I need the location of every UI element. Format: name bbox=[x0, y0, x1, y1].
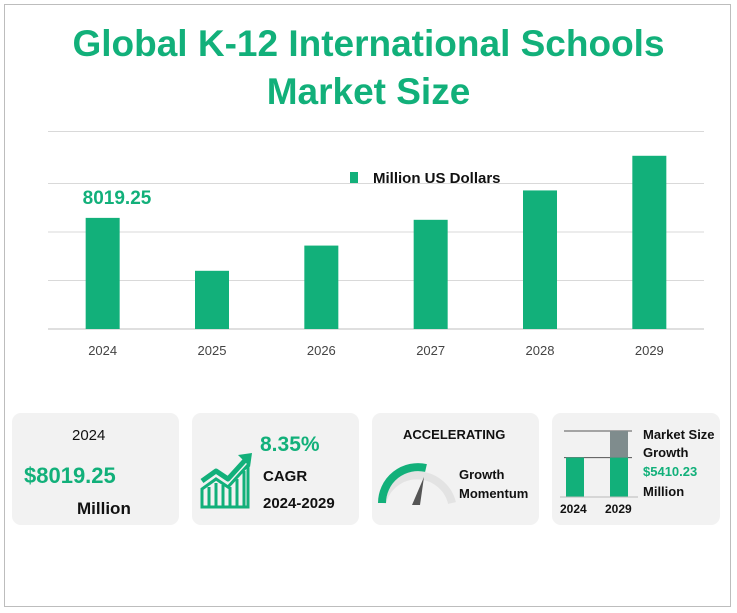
mini-bar-growth bbox=[610, 431, 628, 458]
mini-bar-end bbox=[610, 457, 628, 497]
growth-year-start: 2024 bbox=[560, 502, 587, 516]
base-year-card: 2024 $8019.25 Million bbox=[12, 413, 179, 525]
mini-growth-chart bbox=[560, 430, 638, 498]
growth-title-2: Growth bbox=[643, 445, 689, 460]
growth-unit: Million bbox=[643, 484, 685, 499]
mini-bar-start bbox=[566, 457, 584, 497]
x-tick-label-2026: 2026 bbox=[307, 343, 336, 358]
bar-2029 bbox=[632, 155, 667, 329]
x-tick-label-2028: 2028 bbox=[526, 343, 555, 358]
base-unit: Million bbox=[77, 499, 131, 518]
momentum-card: ACCELERATING Growth Momentum bbox=[372, 413, 539, 525]
page-title: Global K-12 International Schools Market… bbox=[0, 20, 737, 116]
growth-year-end: 2029 bbox=[605, 502, 632, 516]
bar-2024 bbox=[85, 217, 120, 329]
bar-chart: 2024 8019.25 2025 2026 2027 2028 2029 Million U… bbox=[48, 155, 704, 358]
growth-chart-icon bbox=[200, 453, 252, 509]
momentum-line-2: Momentum bbox=[459, 486, 529, 501]
base-year: 2024 bbox=[72, 427, 106, 444]
cagr-card: 8.35% CAGR 2024-2029 bbox=[192, 413, 359, 525]
growth-card: Market Size Growth $5410.23 Million 2024… bbox=[552, 413, 720, 525]
speedometer-icon bbox=[378, 463, 456, 505]
growth-title-1: Market Size bbox=[643, 427, 715, 442]
growth-value: $5410.23 bbox=[643, 464, 698, 479]
bar-2028 bbox=[523, 190, 557, 329]
x-tick-label-2024: 2024 bbox=[88, 343, 117, 358]
x-tick-label-2029: 2029 bbox=[635, 343, 664, 358]
data-label-2024: 8019.25 bbox=[83, 188, 152, 209]
momentum-status: ACCELERATING bbox=[403, 427, 506, 442]
base-value: $8019.25 bbox=[24, 463, 116, 488]
cagr-period: 2024-2029 bbox=[263, 495, 335, 512]
legend-swatch bbox=[350, 172, 358, 183]
momentum-line-1: Growth bbox=[459, 467, 505, 482]
bar-2027 bbox=[413, 219, 448, 329]
legend-label: Million US Dollars bbox=[373, 170, 501, 187]
cagr-label: CAGR bbox=[263, 468, 308, 485]
bar-2025 bbox=[195, 270, 229, 329]
bar-2026 bbox=[304, 245, 339, 329]
title-line-1: Global K-12 International Schools bbox=[72, 23, 665, 64]
cagr-value: 8.35% bbox=[260, 433, 320, 456]
x-tick-label-2027: 2027 bbox=[416, 343, 445, 358]
title-divider bbox=[48, 131, 704, 132]
x-tick-label-2025: 2025 bbox=[198, 343, 227, 358]
title-line-2: Market Size bbox=[266, 71, 471, 112]
